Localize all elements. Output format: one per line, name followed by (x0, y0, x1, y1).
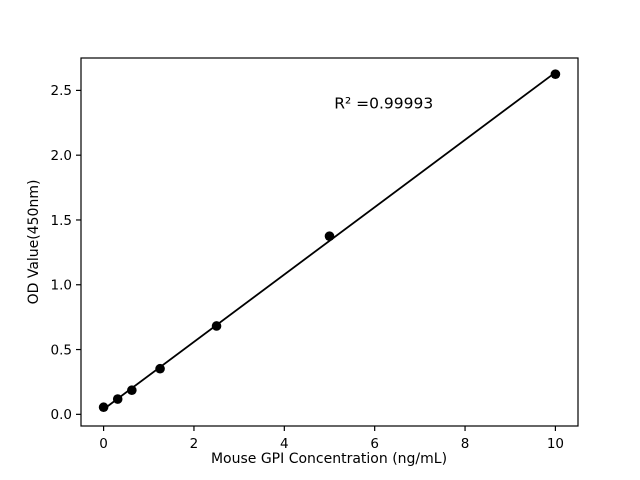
data-point (211, 321, 222, 331)
data-point (98, 402, 109, 413)
plot-area: 0 2 4 6 8 10 0.0 0.5 1.0 1.5 2.0 2.5 (51, 57, 579, 452)
y-axis-label: OD Value(450nm) (26, 180, 42, 305)
y-tick-label: 1.0 (51, 278, 72, 294)
data-point (324, 231, 335, 241)
x-tick-label: 2 (190, 436, 199, 452)
x-tick-label: 8 (461, 436, 470, 452)
r-squared-annotation: R² =0.99993 (334, 94, 433, 112)
data-point (155, 363, 165, 374)
axes-spines (80, 57, 579, 427)
data-point (127, 385, 137, 396)
y-tick-label: 1.5 (51, 213, 72, 229)
data-point (112, 394, 123, 404)
x-tick-label: 4 (280, 436, 289, 452)
y-tick-label: 0.5 (51, 342, 72, 358)
x-axis-label: Mouse GPI Concentration (ng/mL) (211, 451, 447, 467)
x-tick-label: 6 (370, 436, 379, 452)
x-tick-label: 10 (547, 436, 564, 452)
y-tick-label: 0.0 (51, 407, 72, 423)
x-tick-label: 0 (99, 436, 108, 452)
y-tick-label: 2.5 (51, 83, 72, 99)
y-tick-label: 2.0 (51, 148, 72, 164)
data-point (550, 69, 561, 79)
